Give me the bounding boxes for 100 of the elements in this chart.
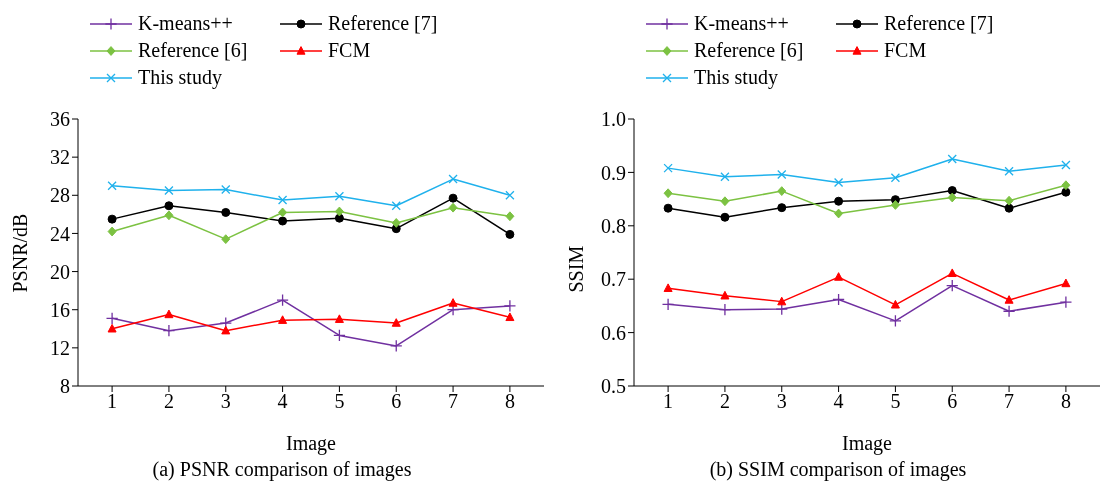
point: [164, 201, 174, 211]
point: [448, 298, 458, 307]
point: [890, 299, 900, 309]
point: [777, 169, 787, 180]
x-tick-label: 6: [947, 390, 958, 413]
point: [505, 211, 515, 222]
point: [1004, 203, 1014, 213]
y-axis-title: SSIM: [565, 245, 588, 293]
point: [278, 207, 288, 218]
x-tick-label: 1: [107, 390, 118, 413]
point: [105, 312, 119, 325]
legend-label: This study: [694, 66, 778, 89]
point: [391, 218, 401, 228]
point: [945, 279, 959, 292]
point: [333, 329, 346, 342]
point: [278, 216, 288, 226]
text: (b) SSIM comparison of images: [708, 458, 968, 481]
y-tick-label: 24: [50, 222, 70, 245]
point: [164, 210, 174, 221]
point: [947, 192, 957, 203]
point: [334, 206, 344, 217]
text: (a) PSNR comparison of images: [151, 458, 413, 481]
point: [720, 172, 730, 182]
point: [661, 298, 675, 311]
x-tick-label: 1: [663, 390, 674, 413]
point: [718, 303, 732, 316]
point: [1059, 295, 1073, 309]
point: [164, 185, 174, 196]
legend-label: Reference [6]: [694, 39, 804, 62]
x-tick-label: 3: [220, 390, 231, 413]
y-tick-label: 12: [50, 336, 70, 359]
legend-label: Reference [6]: [138, 39, 248, 62]
point: [720, 196, 730, 207]
x-tick-label: 5: [334, 390, 345, 413]
point: [164, 309, 174, 319]
point: [663, 188, 673, 199]
point: [1061, 278, 1071, 288]
point: [503, 299, 517, 313]
legend-label: This study: [138, 66, 222, 89]
x-tick-label: 5: [890, 390, 901, 413]
point: [1061, 160, 1071, 170]
legend-label: K-means++: [694, 12, 789, 35]
y-tick-label: 0.9: [601, 161, 626, 184]
legend-label: K-means++: [138, 12, 233, 35]
x-tick-label: 8: [1060, 390, 1071, 413]
point: [334, 314, 344, 323]
legend-label: FCM: [328, 39, 371, 62]
point: [832, 293, 845, 306]
point: [221, 207, 231, 217]
y-tick-label: 0.5: [601, 375, 626, 398]
x-tick-label: 2: [719, 390, 730, 413]
point: [777, 186, 787, 196]
point: [276, 293, 289, 307]
point: [334, 191, 345, 201]
point: [890, 200, 900, 210]
point: [663, 283, 673, 292]
x-tick-label: 4: [833, 390, 844, 413]
point: [221, 325, 231, 335]
x-tick-label: 4: [277, 390, 288, 413]
point: [107, 323, 117, 333]
y-tick-label: 36: [50, 108, 70, 131]
point: [833, 177, 844, 188]
point: [775, 302, 789, 316]
y-tick-label: 0.8: [601, 214, 626, 237]
point: [777, 296, 787, 306]
point: [277, 195, 288, 205]
point: [391, 318, 401, 327]
point: [947, 154, 957, 164]
point: [221, 184, 231, 195]
point: [448, 174, 458, 184]
legend-label: FCM: [884, 39, 927, 62]
point: [834, 196, 844, 206]
point: [391, 201, 401, 211]
point: [834, 272, 844, 281]
x-axis-title: Image: [286, 432, 337, 455]
point: [720, 212, 730, 222]
point: [1004, 295, 1014, 304]
point: [1061, 180, 1071, 191]
y-tick-label: 8: [60, 375, 70, 398]
x-tick-label: 8: [504, 390, 515, 413]
y-tick-label: 1.0: [601, 108, 626, 131]
point: [720, 290, 730, 300]
point: [448, 193, 458, 203]
point: [505, 312, 515, 322]
y-tick-label: 16: [50, 298, 70, 321]
point: [1004, 166, 1014, 176]
y-axis-title: PSNR/dB: [9, 213, 32, 293]
point: [1004, 195, 1014, 206]
y-tick-label: 0.7: [601, 268, 626, 291]
point: [107, 181, 117, 191]
point: [278, 315, 288, 324]
point: [107, 226, 117, 237]
point: [889, 314, 902, 328]
point: [890, 173, 901, 183]
x-tick-label: 6: [391, 390, 402, 413]
point: [505, 190, 515, 200]
y-tick-label: 20: [50, 260, 70, 283]
point: [1002, 304, 1016, 318]
point: [663, 163, 673, 173]
point: [505, 229, 515, 239]
